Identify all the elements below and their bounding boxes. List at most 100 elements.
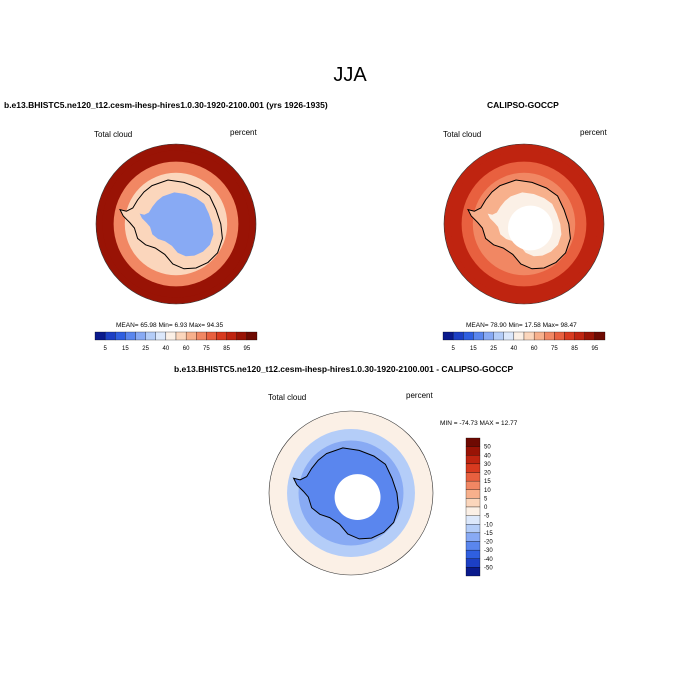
colorbar-tick-label: 0 xyxy=(484,505,488,511)
colorbar-tick-label: 5 xyxy=(103,346,107,352)
panel2-title: CALIPSO-GOCCP xyxy=(487,100,559,110)
colorbar-box xyxy=(465,558,481,568)
colorbar-box xyxy=(533,331,545,341)
colorbar-box xyxy=(473,331,484,341)
colorbar-box xyxy=(465,506,481,516)
colorbar-box xyxy=(465,446,481,456)
colorbar-tick-label: -10 xyxy=(484,522,493,528)
colorbar-box xyxy=(185,331,197,341)
panel2-colorbar: 5 15 25 40 60 75 85 95 xyxy=(442,331,606,352)
panel1-polar-map xyxy=(95,143,257,305)
colorbar-tick-label: 60 xyxy=(183,346,190,352)
panel1-stats: MEAN= 65.98 Min= 6.93 Max= 94.35 xyxy=(116,322,224,329)
colorbar-box xyxy=(584,331,596,341)
map-border xyxy=(443,143,605,305)
panel2-stats: MEAN= 78.90 Min= 17.58 Max= 98.47 xyxy=(466,322,577,329)
colorbar-box xyxy=(463,331,474,341)
panel3-units-label: percent xyxy=(406,391,433,400)
colorbar-tick-label: 30 xyxy=(484,462,491,468)
colorbar-box xyxy=(465,480,481,490)
colorbar-tick-label: 85 xyxy=(223,346,230,352)
colorbar-tick-label: 50 xyxy=(484,445,491,451)
map-border xyxy=(95,143,257,305)
colorbar-box xyxy=(483,331,494,341)
colorbar-tick-label: 5 xyxy=(484,496,488,502)
colorbar-box xyxy=(442,331,454,341)
panel2-polar-map xyxy=(443,143,605,305)
colorbar-box xyxy=(125,331,136,341)
colorbar-tick-label: -50 xyxy=(484,565,493,571)
colorbar-tick-label: 25 xyxy=(490,346,497,352)
panel1-units-label: percent xyxy=(230,128,257,137)
colorbar-tick-label: -20 xyxy=(484,540,493,546)
colorbar-box xyxy=(206,331,217,341)
colorbar-tick-label: 40 xyxy=(163,346,170,352)
colorbar-box xyxy=(216,331,227,341)
colorbar-box xyxy=(155,331,167,341)
map-polar-gap xyxy=(334,474,381,521)
colorbar-tick-label: -30 xyxy=(484,548,493,554)
colorbar-tick-label: -5 xyxy=(484,514,490,520)
colorbar-tick-label: 95 xyxy=(244,346,251,352)
colorbar-box xyxy=(94,331,106,341)
colorbar-box xyxy=(544,331,555,341)
panel1-title: b.e13.BHISTC5.ne120_t12.cesm-ihesp-hires… xyxy=(4,100,328,110)
colorbar-tick-label: 15 xyxy=(470,346,477,352)
colorbar-tick-label: 85 xyxy=(571,346,578,352)
colorbar-box xyxy=(236,331,248,341)
colorbar-tick-label: 40 xyxy=(511,346,518,352)
panel3-field-label: Total cloud xyxy=(268,393,307,402)
panel1-colorbar: 5 15 25 40 60 75 85 95 xyxy=(94,331,258,352)
colorbar-box xyxy=(594,331,606,341)
colorbar-box xyxy=(452,331,464,341)
colorbar-tick-label: 10 xyxy=(484,488,491,494)
colorbar-box xyxy=(465,541,481,551)
colorbar-tick-label: 40 xyxy=(484,453,491,459)
colorbar-box xyxy=(145,331,156,341)
map-coastline xyxy=(292,447,400,540)
map-polar-gap xyxy=(508,205,553,251)
colorbar-tick-label: 75 xyxy=(203,346,210,352)
colorbar-box xyxy=(465,472,481,482)
map-coastline xyxy=(119,179,223,270)
colorbar-box xyxy=(513,331,525,341)
panel2-field-label: Total cloud xyxy=(443,130,482,139)
panel2-units-label: percent xyxy=(580,128,607,137)
main-title: JJA xyxy=(333,64,367,86)
colorbar-box xyxy=(135,331,146,341)
map-coastline xyxy=(467,179,571,270)
colorbar-tick-label: -15 xyxy=(484,531,493,537)
colorbar-box xyxy=(115,331,126,341)
colorbar-tick-label: 25 xyxy=(142,346,149,352)
colorbar-box xyxy=(465,567,481,577)
colorbar-box xyxy=(465,437,481,447)
colorbar-tick-label: 5 xyxy=(451,346,455,352)
colorbar-box xyxy=(165,331,177,341)
colorbar-tick-label: 20 xyxy=(484,471,491,477)
colorbar-box xyxy=(465,463,481,473)
colorbar-box xyxy=(465,489,481,499)
colorbar-box xyxy=(104,331,116,341)
map-interior-field xyxy=(139,192,214,257)
colorbar-box xyxy=(574,331,585,341)
colorbar-box xyxy=(503,331,515,341)
colorbar-box xyxy=(465,455,481,465)
colorbar-box xyxy=(196,331,207,341)
colorbar-box xyxy=(465,549,481,559)
colorbar-tick-label: 15 xyxy=(484,479,491,485)
panel3-stats: MIN = -74.73 MAX = 12.77 xyxy=(440,420,518,427)
colorbar-box xyxy=(564,331,575,341)
colorbar-box xyxy=(246,331,258,341)
colorbar-tick-label: -40 xyxy=(484,557,493,563)
colorbar-box xyxy=(175,331,187,341)
colorbar-box xyxy=(523,331,535,341)
panel1-field-label: Total cloud xyxy=(94,130,133,139)
colorbar-box xyxy=(493,331,504,341)
colorbar-box xyxy=(465,532,481,542)
colorbar-tick-label: 60 xyxy=(531,346,538,352)
colorbar-box xyxy=(226,331,237,341)
panel3-polar-map xyxy=(268,410,434,576)
panel3-title: b.e13.BHISTC5.ne120_t12.cesm-ihesp-hires… xyxy=(174,364,514,374)
colorbar-tick-label: 15 xyxy=(122,346,129,352)
